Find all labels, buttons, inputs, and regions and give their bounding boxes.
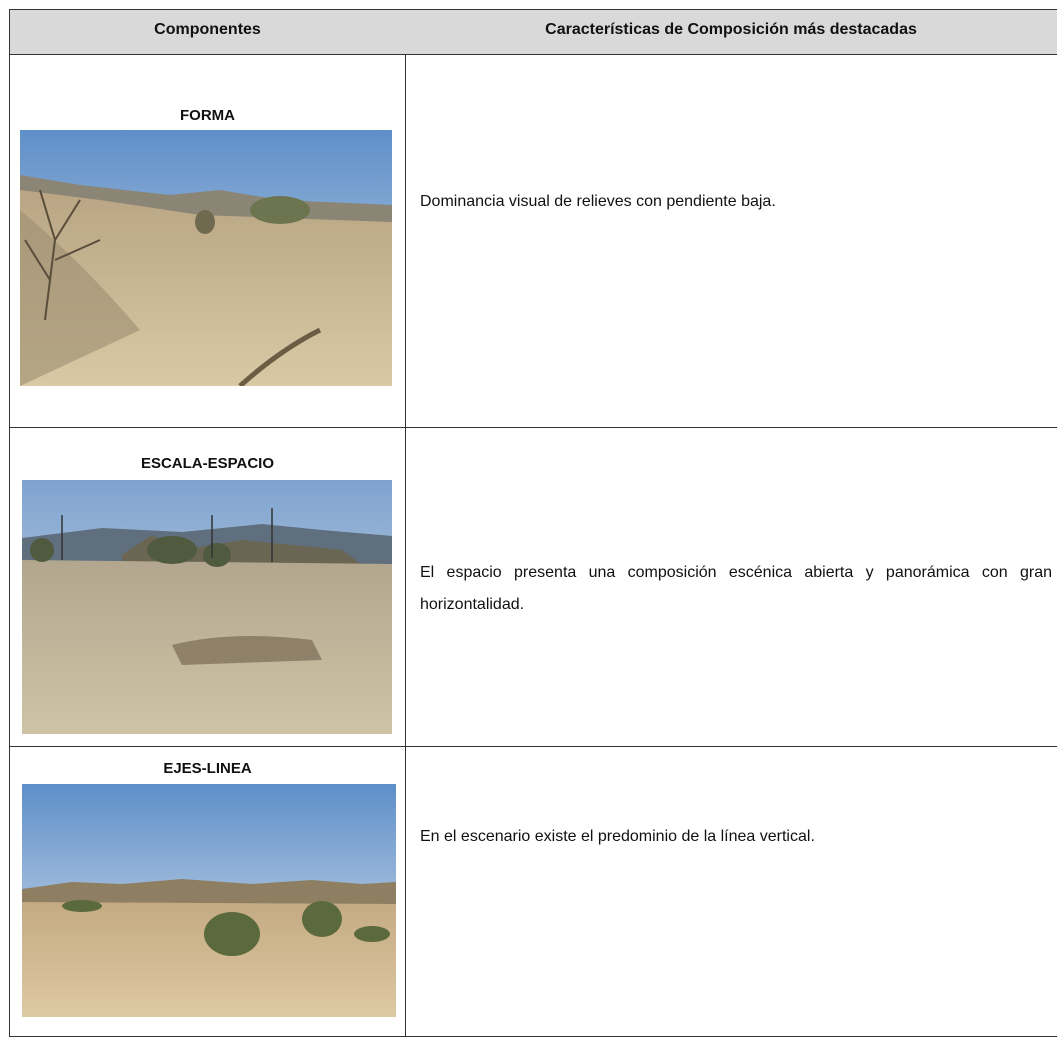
header-text: Componentes [154,21,261,38]
header-cell [9,9,406,55]
cell [405,747,1057,1037]
header-text: Características de Composición más desta… [545,21,917,38]
component-label: EJES-LINEA [163,760,252,777]
cell [405,55,1057,428]
component-label: ESCALA-ESPACIO [140,455,275,472]
landscape-photo [20,130,392,386]
header-cell [405,9,1057,55]
cell [405,428,1057,747]
description: En el escenario existe el predominio de … [420,828,815,845]
cell [9,55,406,428]
cell [9,428,406,747]
component-label: FORMA [180,107,235,124]
description: Dominancia visual de relieves con pendie… [420,193,776,210]
landscape-photo [22,480,392,734]
description: El espacio presenta una composición escé… [420,564,1052,613]
landscape-photo [22,784,396,1017]
